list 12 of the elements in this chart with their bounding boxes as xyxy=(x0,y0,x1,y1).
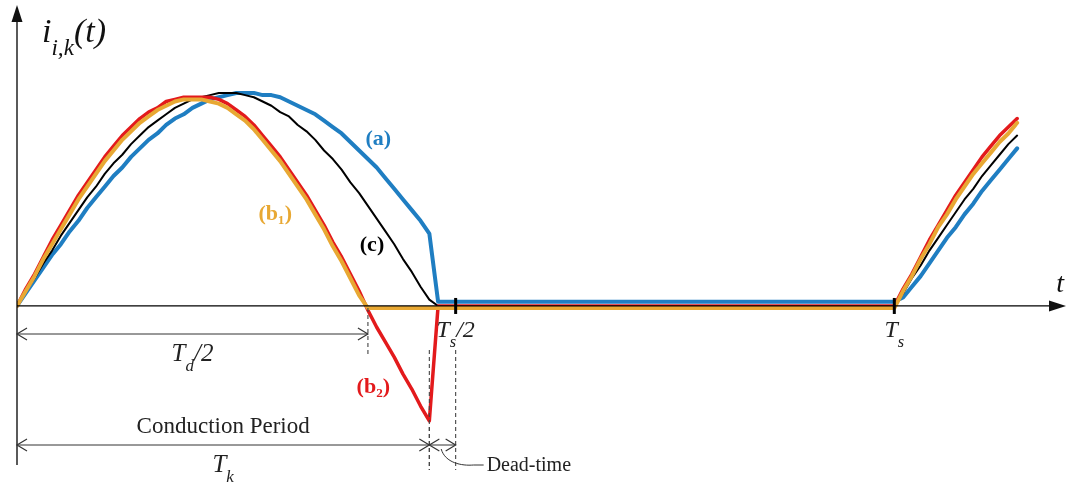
series-label: (c) xyxy=(359,230,385,256)
series-label: (b₁) xyxy=(258,199,293,225)
series-label: (b₂) xyxy=(356,372,391,398)
series-label: (a) xyxy=(365,124,392,150)
text: T$_{k}$ xyxy=(212,450,235,484)
annotation: T$_{d}$/2 xyxy=(171,339,214,375)
x-tick-label: T$_{s}$/2 xyxy=(436,315,475,351)
x-tick-label: T$_{s}$ xyxy=(884,315,905,351)
y-axis-title: i$_{i,k}$(t) xyxy=(42,12,107,60)
annotation: Conduction Period xyxy=(136,413,311,438)
x-axis-title: t xyxy=(1056,266,1066,298)
text: Dead-time xyxy=(486,453,572,475)
